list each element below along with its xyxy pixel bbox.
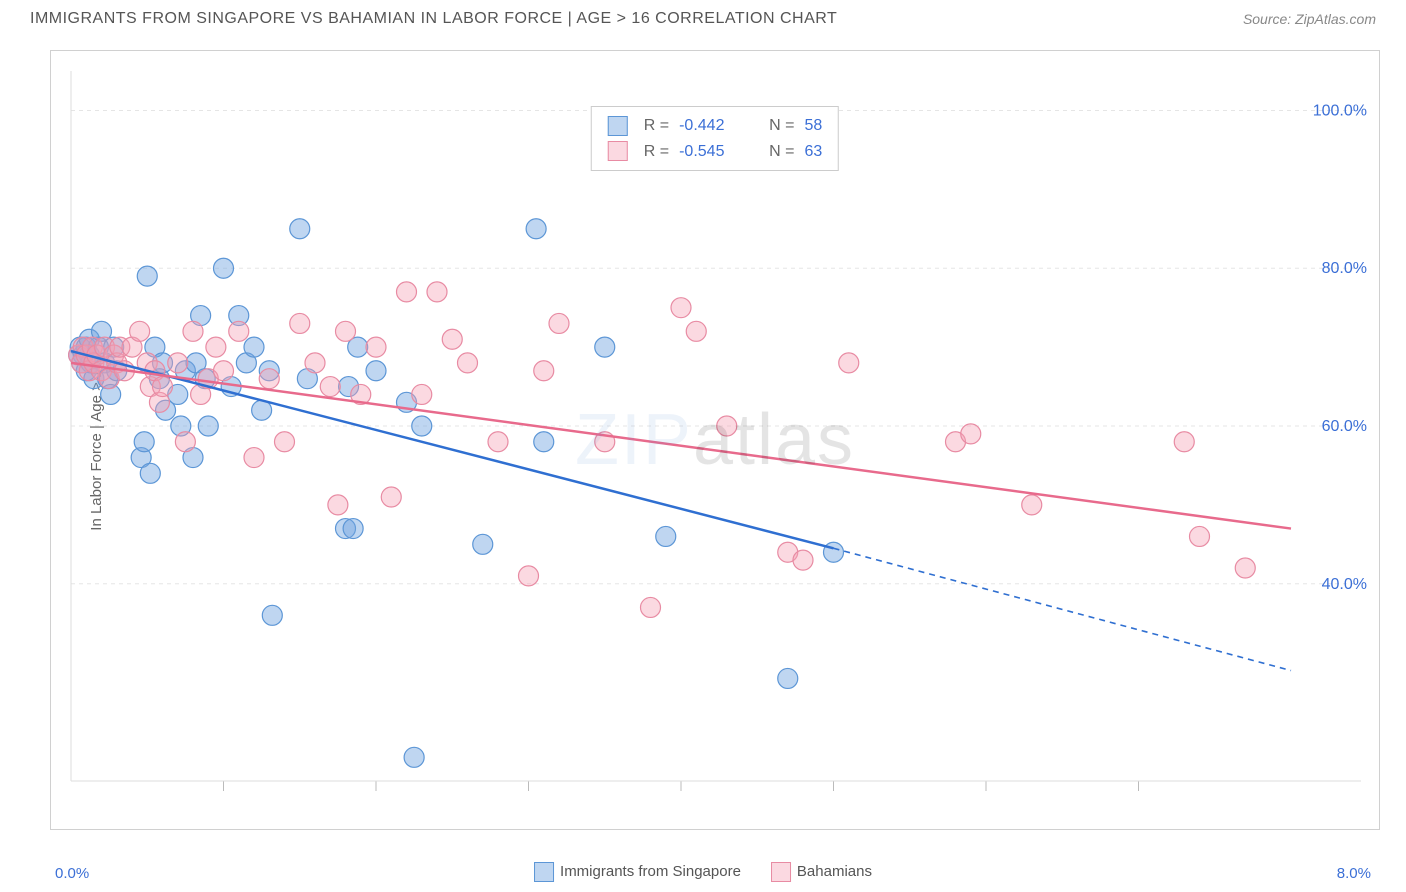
legend-row: R =-0.442N =58 (608, 113, 822, 139)
chart-container: 40.0%60.0%80.0%100.0% ZIPatlas R =-0.442… (50, 50, 1380, 830)
x-axis-max-label: 8.0% (1337, 865, 1371, 882)
source-label: Source: ZipAtlas.com (1243, 11, 1376, 27)
series-legend: Immigrants from Singapore Bahamians (534, 862, 872, 882)
svg-text:40.0%: 40.0% (1322, 576, 1367, 593)
x-axis-min-label: 0.0% (55, 865, 89, 882)
correlation-legend: R =-0.442N =58R =-0.545N =63 (591, 106, 839, 171)
svg-text:80.0%: 80.0% (1322, 260, 1367, 277)
chart-title: IMMIGRANTS FROM SINGAPORE VS BAHAMIAN IN… (30, 10, 837, 28)
svg-text:60.0%: 60.0% (1322, 418, 1367, 435)
legend-item: Bahamians (771, 862, 872, 882)
legend-item: Immigrants from Singapore (534, 862, 741, 882)
legend-row: R =-0.545N =63 (608, 139, 822, 165)
svg-text:100.0%: 100.0% (1313, 102, 1367, 119)
